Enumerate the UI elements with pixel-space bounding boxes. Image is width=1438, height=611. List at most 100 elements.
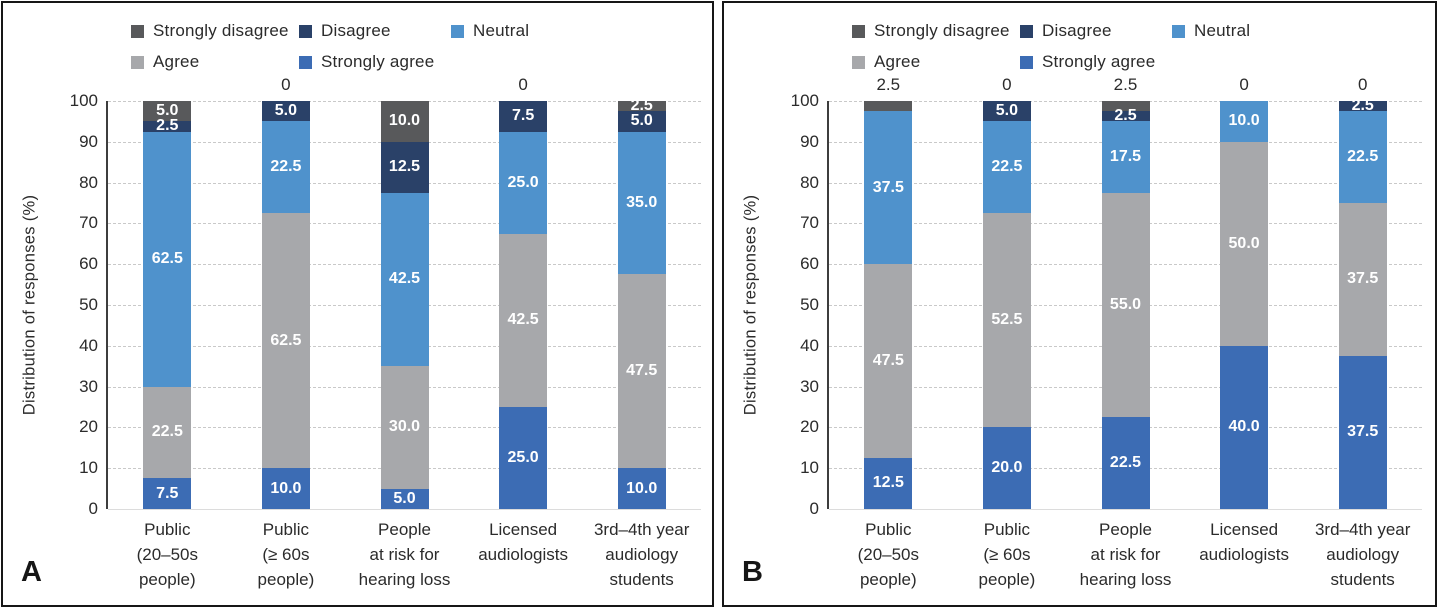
segment-value-label: 22.5 (1109, 454, 1142, 472)
y-tick-label: 80 (79, 172, 98, 192)
x-category-label: Public (20–50s people) (136, 520, 199, 589)
bar-segment-strongly-agree: 25.0 (499, 406, 548, 509)
legend-label: Disagree (1042, 21, 1112, 40)
legend-swatch-neutral-icon (1172, 24, 1185, 38)
bar-segment-strongly-agree: 22.5 (1101, 417, 1150, 509)
legend-label: Agree (874, 52, 921, 71)
y-tick-label: 60 (800, 254, 819, 274)
legend-item-agree: Agree (131, 52, 299, 72)
x-category-label: People at risk for hearing loss (1079, 520, 1172, 589)
legend-label: Agree (153, 52, 200, 71)
segment-value-label: 47.5 (626, 362, 658, 380)
segment-value-label: 40.0 (1228, 418, 1260, 436)
legend-item-strongly-disagree: Strongly disagree (852, 21, 1020, 41)
segment-value-label: 17.5 (1109, 148, 1142, 166)
y-tick-label: 20 (800, 417, 819, 437)
segment-value-label: 22.5 (151, 423, 183, 441)
x-axis-line (108, 509, 701, 510)
segment-value-label: 10.0 (626, 479, 658, 497)
bar-segment-neutral: 37.5 (864, 111, 913, 265)
segment-value-label: 5.0 (393, 489, 416, 507)
bar-segment-strongly-disagree: 5.0 (143, 101, 192, 122)
legend-item-disagree: Disagree (299, 21, 451, 41)
bar-segment-disagree: 2.5 (143, 117, 192, 135)
x-category-label: Licensed audiologists (478, 520, 568, 564)
segment-value-label: 22.5 (270, 158, 302, 176)
bar-segment-strongly-agree: 5.0 (380, 488, 429, 509)
x-category-label: People at risk for hearing loss (358, 520, 451, 589)
bar-segment-strongly-agree: 7.5 (143, 478, 192, 509)
x-category-label: Licensed audiologists (1199, 520, 1289, 564)
bar-segment-strongly-agree: 20.0 (982, 427, 1031, 509)
bar-segment-disagree: 5.0 (261, 101, 310, 122)
segment-value-label: 37.5 (1347, 423, 1379, 441)
bar-segment-strongly-disagree (864, 101, 913, 112)
legend-swatch-strongly-disagree-icon (131, 24, 144, 38)
legend-swatch-neutral-icon (451, 24, 464, 38)
y-axis-line (827, 101, 829, 509)
segment-value-label: 7.5 (156, 484, 179, 502)
bar-segment-disagree: 12.5 (380, 141, 429, 193)
bar-1: 5.0 2.5 62.5 22.5 7.5 (143, 101, 192, 509)
segment-value-label: 2.5 (1114, 107, 1137, 125)
bar-segment-neutral: 62.5 (143, 131, 192, 387)
x-category-label: Public (≥ 60s people) (978, 520, 1036, 589)
y-tick-label: 10 (800, 458, 819, 478)
x-category-label: 3rd–4th year audiology students (593, 520, 690, 589)
legend: Strongly disagree Disagree Neutral Agree Str… (852, 21, 1250, 72)
y-tick-label: 10 (79, 458, 98, 478)
y-tick-label: 30 (79, 376, 98, 396)
bar-segment-strongly-agree: 12.5 (864, 457, 913, 509)
bar-segment-strongly-disagree: 2.5 (617, 98, 666, 114)
legend-label: Strongly agree (1042, 52, 1156, 71)
legend-swatch-disagree-icon (1020, 24, 1033, 38)
above-bar-label: 2.5 (876, 75, 901, 94)
segment-value-label: 52.5 (991, 311, 1023, 329)
bar-segment-agree: 42.5 (499, 233, 548, 407)
bar-segment-neutral: 22.5 (1338, 111, 1387, 203)
y-tick-label: 40 (800, 335, 819, 355)
panel-a: Strongly disagree Disagree Neutral Agree Str… (1, 1, 714, 607)
segment-value-label: 5.0 (630, 112, 653, 130)
bar-segment-agree: 52.5 (982, 213, 1031, 428)
bar-segment-agree: 50.0 (1220, 141, 1269, 346)
legend-item-strongly-agree: Strongly agree (299, 52, 451, 72)
bar-segment-neutral: 25.0 (499, 131, 548, 234)
bar-segment-neutral: 22.5 (261, 121, 310, 214)
bar-5: 2.5 5.0 35.0 47.5 10.0 (617, 98, 666, 509)
segment-value-label: 10.0 (1228, 112, 1260, 130)
bar-segment-strongly-agree: 10.0 (617, 468, 666, 509)
legend-swatch-strongly-disagree-icon (852, 24, 865, 38)
legend-swatch-strongly-agree-icon (299, 55, 312, 69)
bar-segment-agree: 30.0 (380, 366, 429, 489)
bar-segment-disagree: 2.5 (1101, 107, 1150, 125)
y-tick-label: 100 (790, 91, 819, 110)
segment-value-label: 25.0 (507, 173, 539, 191)
legend-label: Strongly disagree (153, 21, 289, 40)
y-tick-label: 0 (809, 499, 819, 518)
segment-value-label: 2.5 (156, 117, 179, 135)
legend-label: Strongly agree (321, 52, 435, 71)
bar-segment-neutral: 17.5 (1101, 121, 1150, 193)
y-tick-label: 20 (79, 417, 98, 437)
x-category-label: Public (≥ 60s people) (257, 520, 315, 589)
above-bar-label: 2.5 (1113, 75, 1138, 94)
segment-value-label: 62.5 (151, 250, 183, 268)
y-tick-label: 80 (800, 172, 819, 192)
x-category-label: Public (20–50s people) (857, 520, 920, 589)
segment-value-label: 42.5 (507, 311, 539, 329)
y-tick-label: 60 (79, 254, 98, 274)
y-tick-label: 40 (79, 335, 98, 355)
above-bar-label: 0 (1002, 75, 1012, 94)
segment-value-label: 12.5 (872, 474, 904, 492)
legend-swatch-strongly-agree-icon (1020, 55, 1033, 69)
bar-segment-agree: 62.5 (261, 213, 310, 469)
y-tick-label: 70 (800, 213, 819, 233)
bar-segment-neutral: 35.0 (617, 131, 666, 275)
segment-value-label: 47.5 (872, 352, 904, 370)
segment-value-label: 5.0 (274, 102, 298, 120)
legend-item-strongly-agree: Strongly agree (1020, 52, 1172, 72)
panel-letter-b: B (742, 556, 763, 588)
segment-value-label: 55.0 (1109, 295, 1142, 313)
y-axis-line (106, 101, 108, 509)
